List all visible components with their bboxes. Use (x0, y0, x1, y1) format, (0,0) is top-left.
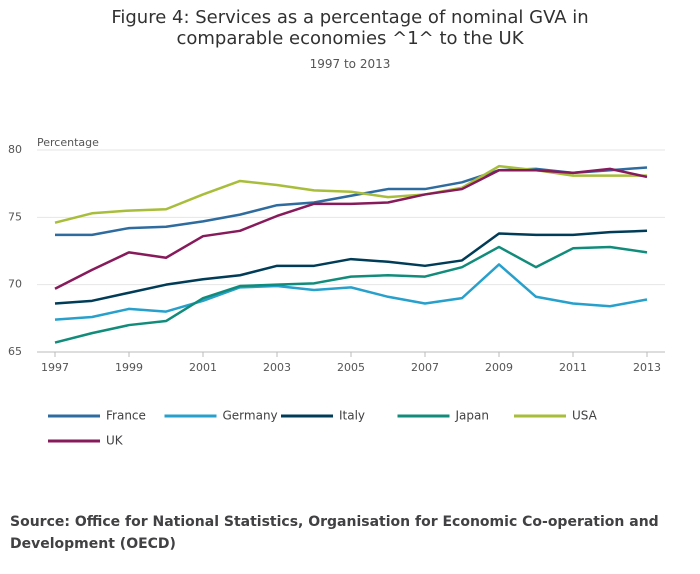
x-tick-label: 2005 (337, 361, 365, 374)
x-tick-label: 2001 (189, 361, 217, 374)
x-tick-label: 2003 (263, 361, 291, 374)
x-tick-label: 2013 (633, 361, 661, 374)
chart-subtitle: 1997 to 2013 (309, 57, 391, 71)
x-tick-label: 1997 (41, 361, 69, 374)
x-tick-label: 2011 (559, 361, 587, 374)
chart-title: Figure 4: Services as a percentage of no… (111, 7, 589, 49)
legend-label: UK (106, 434, 124, 448)
legend-label: USA (572, 409, 598, 423)
legend-label: France (106, 409, 146, 423)
y-tick-label: 65 (8, 345, 22, 358)
y-tick-label: 75 (8, 210, 22, 223)
y-tick-label: 70 (8, 278, 22, 291)
legend-label: Italy (339, 409, 365, 423)
series-line (54, 263, 648, 321)
source-note: Source: Office for National Statistics, … (10, 514, 659, 552)
series-line (54, 164, 647, 224)
x-tick-label: 2007 (411, 361, 439, 374)
series-line (55, 166, 648, 237)
legend-label: Germany (223, 409, 278, 423)
series-line (54, 245, 648, 344)
legend-label: Japan (455, 409, 489, 423)
series-line (54, 167, 648, 290)
y-tick-label: 80 (8, 143, 22, 156)
y-axis-label: Percentage (37, 136, 99, 149)
series-line (54, 229, 648, 305)
x-tick-label: 1999 (115, 361, 143, 374)
x-tick-label: 2009 (485, 361, 513, 374)
